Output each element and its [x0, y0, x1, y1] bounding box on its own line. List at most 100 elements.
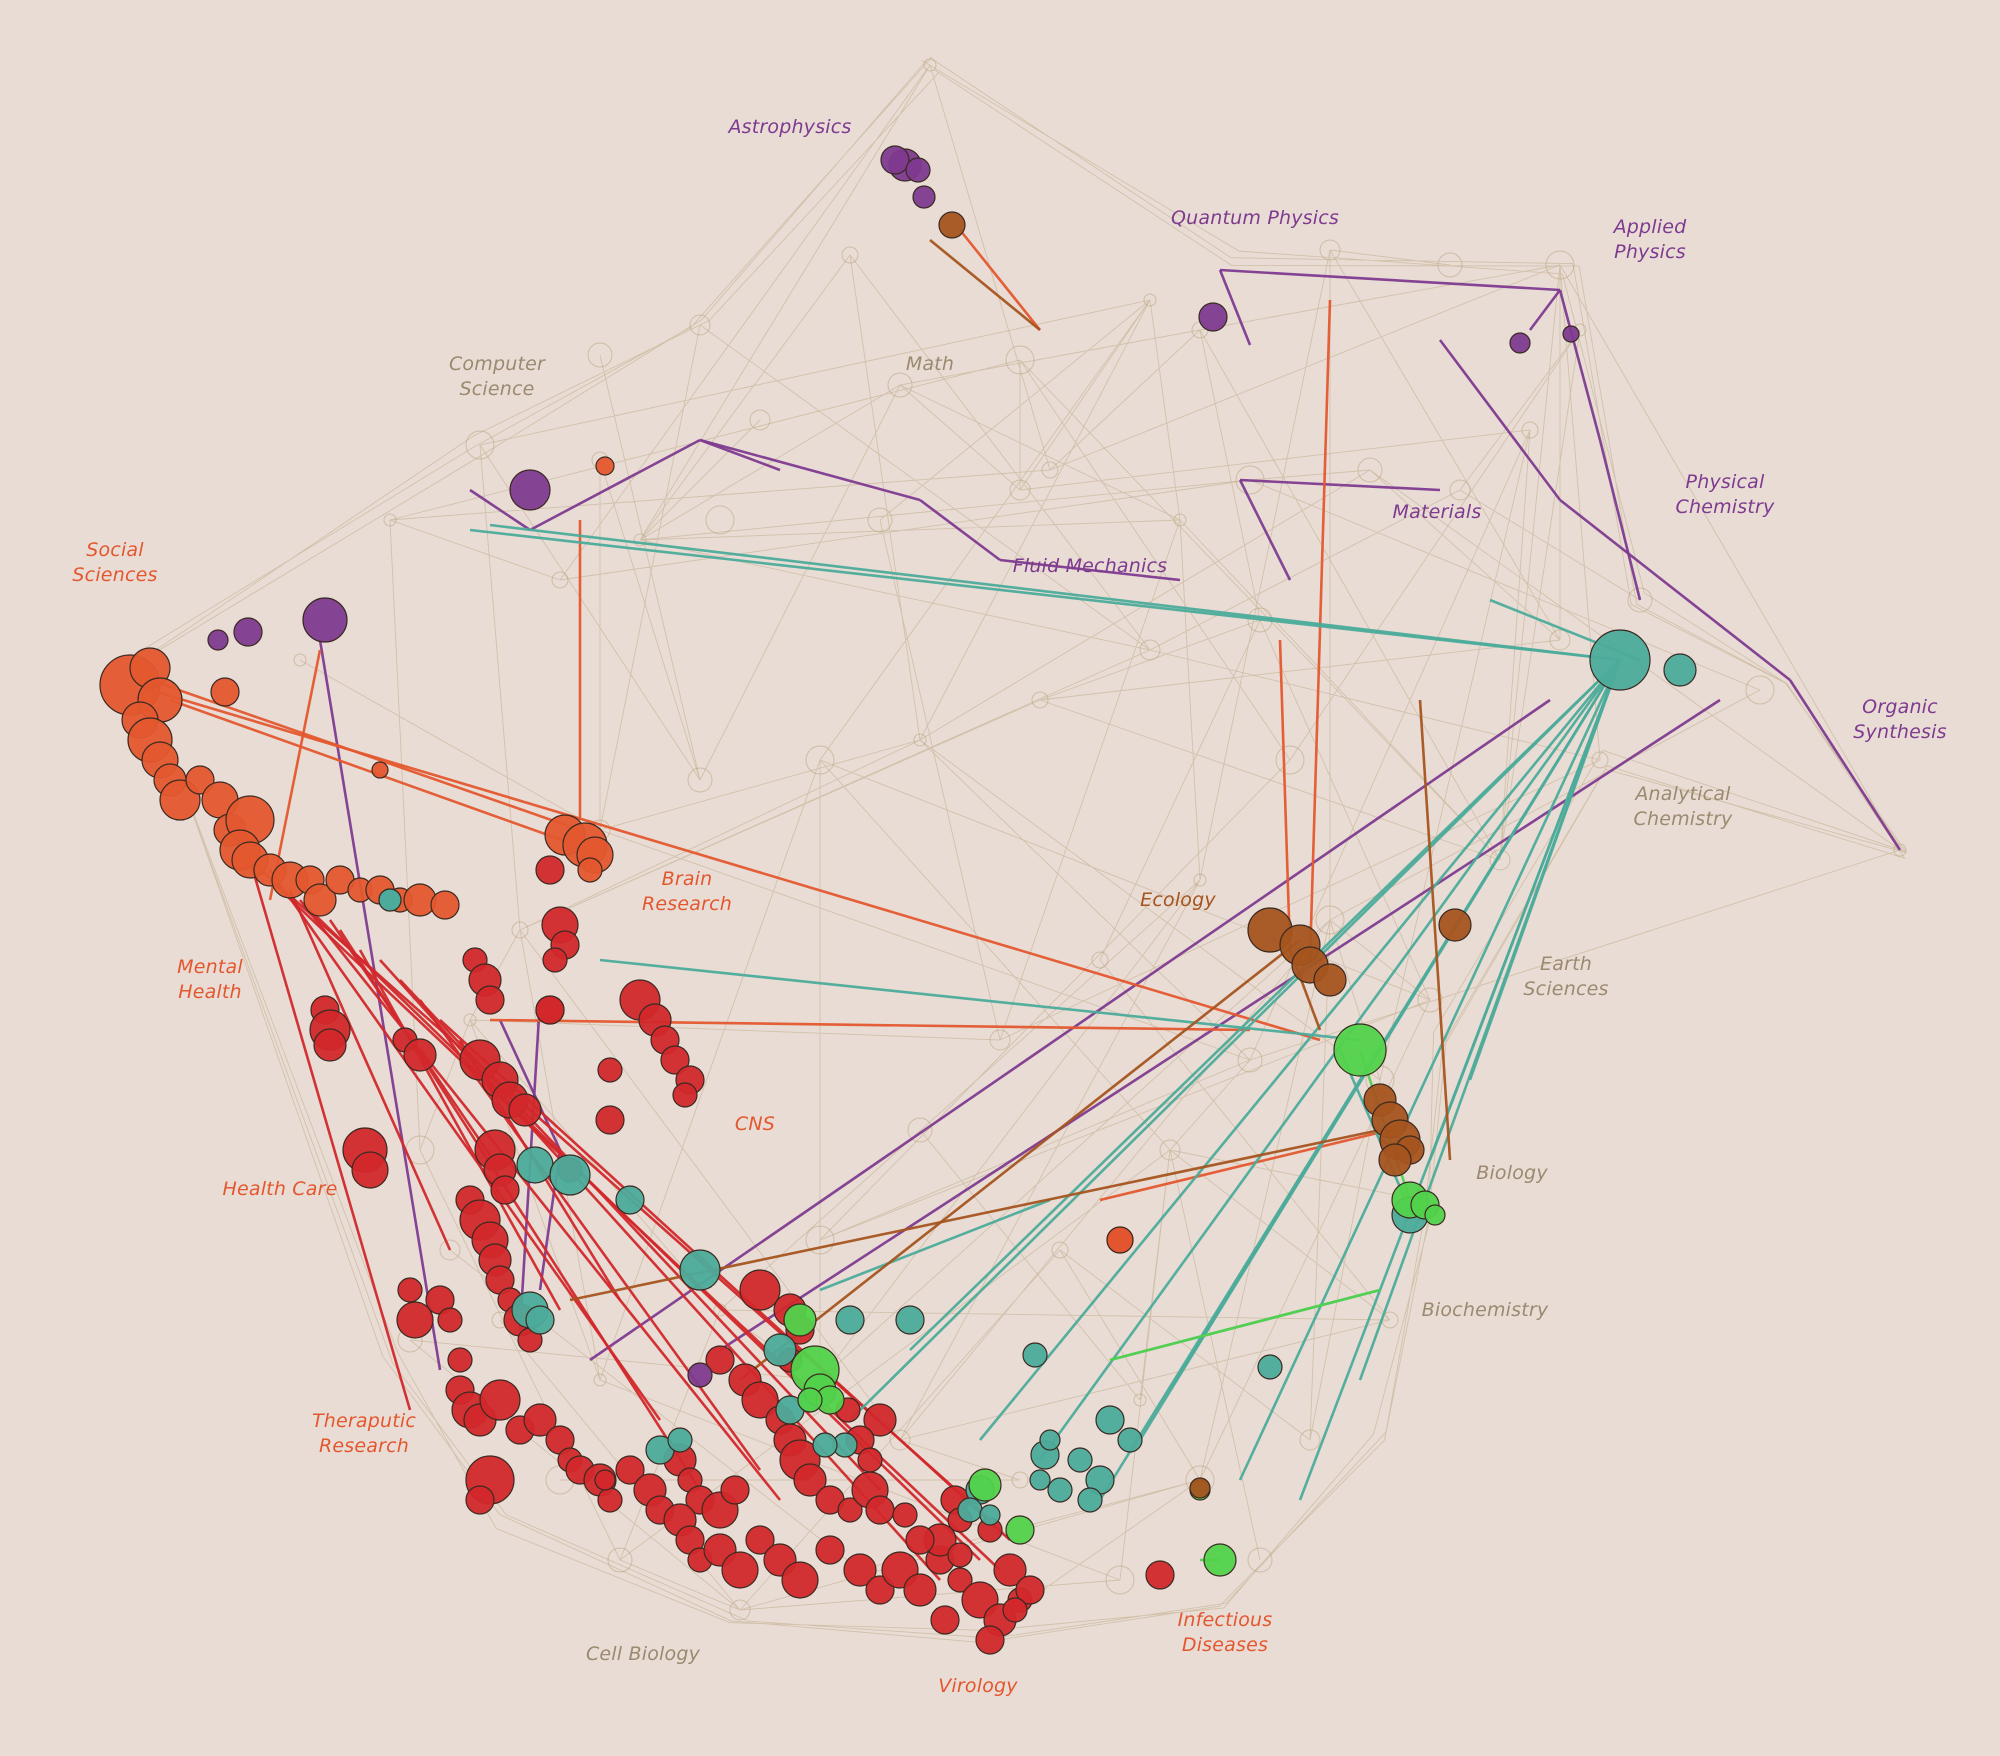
- chemistry-node: [1022, 1342, 1048, 1368]
- label-cell-biology: Cell Biology: [586, 1643, 701, 1665]
- chemistry-node: [957, 1497, 983, 1523]
- ghost-node: [1005, 345, 1035, 375]
- physics-node: [509, 469, 551, 511]
- ghost-node: [293, 653, 307, 667]
- ghost-node: [1011, 1471, 1029, 1489]
- ghost-node: [1091, 951, 1109, 969]
- medical-link: [288, 889, 452, 1251]
- physics-link: [469, 488, 531, 532]
- chemistry-node: [1117, 1427, 1143, 1453]
- medical-node: [447, 1347, 473, 1373]
- medical-node: [993, 1553, 1027, 1587]
- label-ecology: Ecology: [1140, 889, 1216, 911]
- physics-node: [880, 145, 910, 175]
- chemistry-link: [599, 958, 1361, 1042]
- chemistry-node: [1029, 1469, 1051, 1491]
- medical-node: [745, 1525, 775, 1555]
- ghost-node: [1139, 639, 1161, 661]
- ghost-node: [1545, 250, 1575, 280]
- ghost-node: [749, 409, 771, 431]
- medical-node: [720, 1475, 750, 1505]
- medical-node: [465, 1485, 495, 1515]
- medical-node: [535, 855, 565, 885]
- chemistry-link: [1038, 659, 1622, 1461]
- label-applied-physics: Applied Physics: [1612, 216, 1688, 263]
- social-node: [403, 883, 437, 917]
- physics-link: [1558, 289, 1602, 441]
- medical-link: [248, 859, 412, 1411]
- label-biochemistry: Biochemistry: [1422, 1299, 1549, 1321]
- ghost-node: [551, 571, 569, 589]
- medical-node: [597, 1057, 623, 1083]
- medical-node: [595, 1105, 625, 1135]
- chemistry-node: [1257, 1354, 1283, 1380]
- medical-node: [905, 1525, 935, 1555]
- ghost-node: [1745, 675, 1775, 705]
- medical-node: [857, 1447, 883, 1473]
- ghost-node: [841, 246, 859, 264]
- social-node: [577, 857, 603, 883]
- medical-node: [781, 1561, 819, 1599]
- label-virology: Virology: [938, 1675, 1018, 1697]
- medical-node: [739, 1269, 781, 1311]
- chemistry-node: [835, 1305, 865, 1335]
- physics-node: [302, 597, 348, 643]
- label-fluid-mechanics: Fluid Mechanics: [1013, 555, 1168, 577]
- physics-link: [1218, 269, 1252, 346]
- chemistry-node: [1663, 653, 1697, 687]
- physics-node: [1562, 325, 1580, 343]
- physics-link: [1559, 498, 1791, 682]
- earth-node: [1313, 963, 1347, 997]
- ghost-node: [587, 342, 613, 368]
- label-earth-sciences: Earth Sciences: [1523, 953, 1608, 1000]
- ghost-node: [383, 513, 397, 527]
- label-biology: Biology: [1476, 1162, 1548, 1184]
- ghost-node: [633, 533, 647, 547]
- social-link: [149, 688, 1321, 1042]
- social-link: [489, 1018, 1251, 1032]
- earth-link: [929, 238, 1041, 332]
- ghost-node: [1437, 252, 1463, 278]
- medical-node: [815, 1535, 845, 1565]
- label-social-sciences: Social Sciences: [72, 539, 157, 586]
- earth-node: [1378, 1143, 1412, 1177]
- chemistry-link: [849, 659, 1621, 1421]
- medical-link: [298, 899, 782, 1501]
- chemistry-node: [525, 1305, 555, 1335]
- chemistry-node: [979, 1504, 1001, 1526]
- physics-link: [699, 438, 921, 502]
- medical-node: [542, 947, 568, 973]
- label-organic-synthesis: Organic Synthesis: [1853, 696, 1946, 743]
- label-health-care: Health Care: [222, 1178, 337, 1200]
- chemistry-node: [516, 1146, 554, 1184]
- ghost-node: [1133, 1393, 1147, 1407]
- ghost-node: [1275, 745, 1305, 775]
- medical-node: [843, 1553, 877, 1587]
- ghost-node: [705, 505, 735, 535]
- medical-node: [475, 985, 505, 1015]
- social-link: [1099, 1128, 1391, 1202]
- physics-node: [233, 617, 263, 647]
- chemistry-node: [615, 1185, 645, 1215]
- chemistry-node: [895, 1305, 925, 1335]
- chemistry-link: [1428, 659, 1622, 1161]
- medical-node: [351, 1151, 389, 1189]
- ghost-node: [913, 733, 927, 747]
- biology-node: [1203, 1543, 1237, 1577]
- medical-node: [721, 1551, 759, 1589]
- label-physical-chemistry: Physical Chemistry: [1676, 471, 1776, 518]
- chemistry-node: [1067, 1447, 1093, 1473]
- physics-link: [1219, 268, 1561, 292]
- chemistry-node: [667, 1427, 693, 1453]
- medical-node: [837, 1497, 863, 1523]
- region-labels: Astrophysics Quantum Physics Applied Physic…: [72, 116, 1946, 1697]
- ghost-node: [1247, 1547, 1273, 1573]
- medical-node: [397, 1277, 423, 1303]
- physics-link: [699, 438, 781, 472]
- physics-link: [999, 558, 1181, 582]
- chemistry-link: [469, 528, 1621, 662]
- ghost-node: [465, 430, 495, 460]
- physics-link: [1438, 339, 1562, 501]
- physics-link: [1598, 439, 1642, 601]
